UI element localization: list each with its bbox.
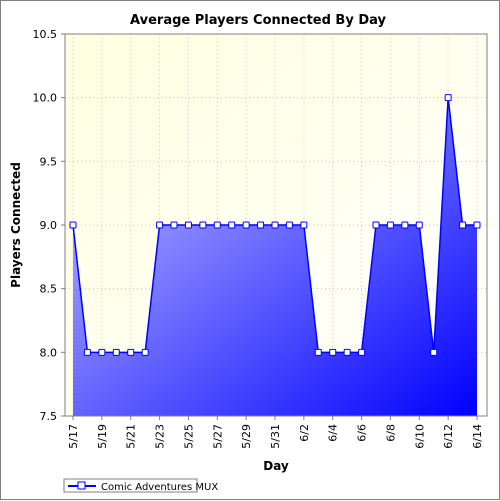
data-point (98, 348, 106, 356)
y-tick-label: 8.0 (40, 346, 58, 359)
x-tick-label: 5/17 (67, 424, 80, 449)
legend-marker-icon (77, 481, 86, 490)
data-point (372, 221, 380, 229)
x-tick-label: 5/23 (154, 424, 167, 449)
x-tick-label: 6/10 (413, 424, 426, 449)
data-point (401, 221, 409, 229)
data-point (285, 221, 293, 229)
y-tick-label: 7.5 (40, 410, 58, 423)
data-point (444, 94, 452, 102)
data-point (386, 221, 394, 229)
x-tick-label: 5/27 (211, 424, 224, 449)
data-point (141, 348, 149, 356)
y-axis-title: Players Connected (9, 162, 23, 288)
series-area (73, 97, 477, 417)
x-tick-label: 5/29 (240, 424, 253, 449)
data-point (415, 221, 423, 229)
data-point (473, 221, 481, 229)
data-point (358, 348, 366, 356)
x-axis-title: Day (263, 459, 289, 473)
x-tick-label: 6/4 (327, 424, 340, 442)
data-points (69, 94, 481, 356)
y-tick-label: 10.0 (33, 92, 58, 105)
x-tick-label: 6/8 (384, 424, 397, 442)
y-tick-label: 9.0 (40, 219, 58, 232)
data-point (127, 348, 135, 356)
legend: Comic Adventures MUX (63, 478, 218, 493)
data-point (213, 221, 221, 229)
legend-box (63, 478, 198, 493)
y-axis-ticks: 7.5 8.0 8.5 9.0 9.5 10.0 10.5 (33, 28, 65, 423)
data-point (314, 348, 322, 356)
data-point (199, 221, 207, 229)
y-tick-label: 8.5 (40, 283, 58, 296)
x-axis-ticks: 5/17 5/19 5/21 5/23 5/25 5/27 5/29 5/31 6/2 6/4 6/… (67, 416, 484, 449)
x-tick-label: 6/6 (356, 424, 369, 442)
data-point (257, 221, 265, 229)
data-point (271, 221, 279, 229)
data-point (300, 221, 308, 229)
x-tick-label: 5/21 (125, 424, 138, 449)
x-tick-label: 6/2 (298, 424, 311, 442)
data-point (343, 348, 351, 356)
data-point (459, 221, 467, 229)
data-point (156, 221, 164, 229)
data-point (112, 348, 120, 356)
legend-label: Comic Adventures MUX (101, 482, 218, 493)
data-point (83, 348, 91, 356)
y-tick-label: 10.5 (33, 28, 58, 41)
y-tick-label: 9.5 (40, 155, 58, 168)
data-point (184, 221, 192, 229)
data-point (242, 221, 250, 229)
x-tick-label: 5/31 (269, 424, 282, 449)
x-tick-label: 5/19 (96, 424, 109, 449)
x-tick-label: 6/12 (442, 424, 455, 449)
x-tick-label: 5/25 (182, 424, 195, 449)
chart-title: Average Players Connected By Day (130, 13, 386, 28)
data-point (170, 221, 178, 229)
data-point (430, 348, 438, 356)
data-point (329, 348, 337, 356)
data-point (228, 221, 236, 229)
x-tick-label: 6/14 (471, 424, 484, 449)
data-point (69, 221, 77, 229)
